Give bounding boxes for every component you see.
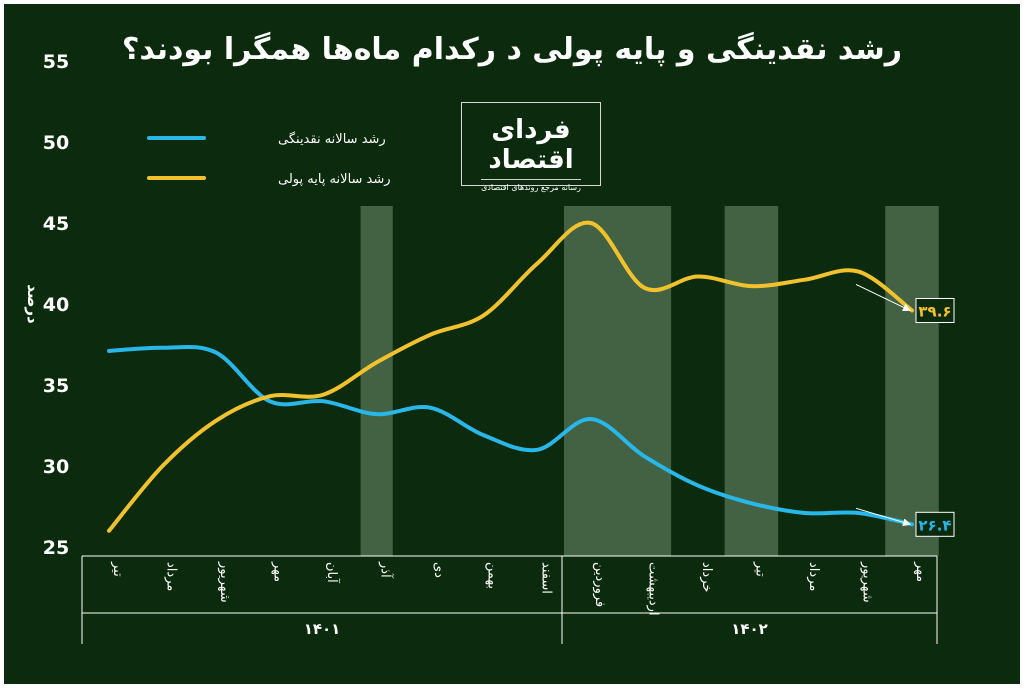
end-label-box-1 xyxy=(915,297,955,323)
end-label-box-0 xyxy=(915,511,955,537)
end-arrow-1 xyxy=(855,284,911,312)
x-tick-label: آبان xyxy=(324,562,341,584)
logo-main-text: فردای اقتصاد xyxy=(488,115,574,175)
x-tick-label: مرداد xyxy=(806,562,821,591)
chart-frame: رشد نقدینگی و پایه پولی د رکدام ماه‌ها ه… xyxy=(4,4,1020,684)
series-line-0 xyxy=(107,344,914,527)
legend: رشد سالانه نقدینگی رشد سالانه پایه پولی xyxy=(147,131,391,187)
x-tick-label: آذر xyxy=(378,561,395,579)
x-tick-label: اسفند xyxy=(538,562,553,594)
end-value-label-0: ۲۶.۴ xyxy=(918,516,951,534)
legend-label-1: رشد سالانه پایه پولی xyxy=(278,172,391,187)
logo-subtitle: رسانه مرجع روندهای اقتصادی xyxy=(481,183,581,192)
y-tick-label: 50 xyxy=(43,132,69,154)
y-tick-label: 55 xyxy=(43,51,69,73)
line-chart: 25 30 35 40 45 50 55 درصد تیر مرداد شهریور مهر آبان… xyxy=(24,51,955,644)
series-line-1 xyxy=(107,220,914,533)
highlight-band-0 xyxy=(360,206,393,556)
year-label: ۱۴۰۱ xyxy=(304,620,341,638)
x-tick-label: خرداد xyxy=(699,562,714,592)
highlight-band-3 xyxy=(885,206,939,556)
x-tick-label: شهریور xyxy=(859,561,874,603)
x-tick-label: دی xyxy=(431,562,446,578)
y-tick-label: 45 xyxy=(43,213,69,235)
series-lines xyxy=(107,220,914,533)
highlight-bands xyxy=(360,206,939,556)
end-arrow-0 xyxy=(855,507,911,527)
x-tick-label: مهر xyxy=(913,561,928,582)
y-axis-label: درصد xyxy=(24,284,42,324)
x-tick-label: بهمن xyxy=(485,562,500,589)
x-tick-label: تیر xyxy=(110,561,125,577)
x-axis: تیر مرداد شهریور مهر آبان آذر دی بهمن اسفند فرورد… xyxy=(81,555,938,644)
x-tick-label: تیر xyxy=(752,561,767,577)
highlight-band-1 xyxy=(564,206,672,556)
year-label: ۱۴۰۲ xyxy=(731,620,768,638)
y-tick-label: 30 xyxy=(43,456,69,478)
x-tick-label: مرداد xyxy=(164,562,179,591)
logo-divider xyxy=(481,179,581,180)
chart-title: رشد نقدینگی و پایه پولی د رکدام ماه‌ها ه… xyxy=(121,32,902,67)
end-labels: ۲۶.۴ ۳۹.۶ xyxy=(855,284,955,537)
x-tick-label: شهریور xyxy=(217,561,232,603)
end-value-label-1: ۳۹.۶ xyxy=(918,302,951,320)
brand-logo: فردای اقتصاد رسانه مرجع روندهای اقتصادی xyxy=(461,102,601,192)
x-tick-label: فروردین xyxy=(592,562,607,607)
y-tick-label: 35 xyxy=(43,375,69,397)
legend-label-0: رشد سالانه نقدینگی xyxy=(278,131,386,147)
x-tick-label: اردیبهشت xyxy=(645,562,660,616)
x-tick-label: مهر xyxy=(271,561,286,582)
y-axis: 25 30 35 40 45 50 55 درصد xyxy=(24,51,69,559)
y-tick-label: 25 xyxy=(43,537,69,559)
y-tick-label: 40 xyxy=(43,294,69,316)
